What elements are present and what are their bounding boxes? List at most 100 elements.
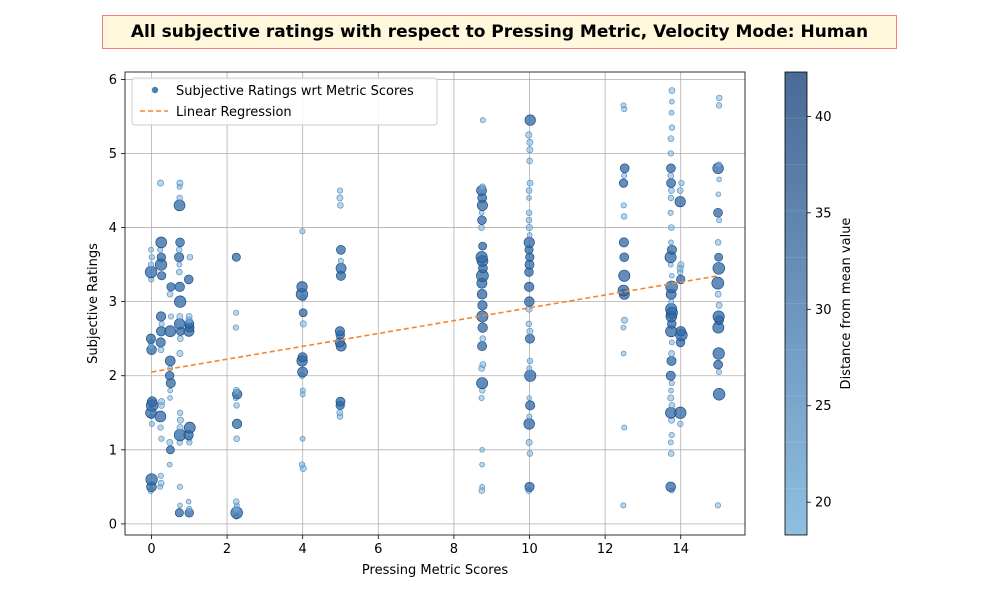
scatter-point	[524, 114, 536, 126]
scatter-point	[620, 350, 627, 357]
scatter-point	[148, 254, 155, 261]
x-tick-label: 8	[450, 542, 458, 557]
scatter-point	[166, 282, 176, 292]
scatter-point	[164, 355, 176, 367]
scatter-point	[668, 380, 675, 387]
scatter-point	[157, 424, 164, 431]
scatter-point	[477, 300, 488, 311]
scatter-point	[145, 473, 158, 486]
x-axis-label: Pressing Metric Scores	[362, 563, 508, 578]
scatter-point	[526, 179, 534, 187]
scatter-point	[173, 199, 186, 212]
scatter-point	[524, 369, 537, 382]
scatter-point	[164, 371, 175, 381]
y-tick-label: 6	[109, 73, 117, 88]
scatter-point	[668, 124, 676, 131]
scatter-point	[157, 346, 165, 354]
scatter-point	[668, 224, 675, 231]
scatter-point	[336, 194, 344, 202]
scatter-point	[526, 395, 532, 401]
scatter-point	[299, 435, 306, 442]
scatter-point	[618, 269, 631, 282]
scatter-point	[157, 472, 164, 479]
scatter-point	[164, 325, 177, 338]
x-tick-label: 0	[147, 542, 155, 557]
y-tick-label: 4	[109, 221, 117, 236]
colorbar-gradient	[784, 71, 808, 536]
scatter-point	[666, 355, 677, 366]
scatter-point	[155, 311, 167, 322]
scatter-point	[337, 257, 344, 264]
scatter-point	[526, 365, 533, 372]
scatter-point	[176, 313, 184, 320]
scatter-point	[299, 228, 306, 235]
scatter-point	[176, 416, 184, 424]
scatter-point	[665, 481, 676, 493]
scatter-point	[674, 406, 687, 419]
y-axis-label: Subjective Ratings	[86, 243, 101, 364]
scatter-point	[336, 409, 344, 417]
scatter-point	[166, 461, 173, 468]
scatter-point	[667, 194, 675, 202]
scatter-point	[157, 179, 164, 187]
scatter-point	[148, 420, 155, 427]
scatter-point	[175, 246, 183, 253]
scatter-point	[524, 296, 535, 307]
scatter-point	[156, 252, 166, 262]
y-tick-label: 2	[109, 369, 117, 384]
scatter-point	[177, 502, 183, 509]
scatter-point	[678, 179, 685, 187]
colorbar-tick-label: 20	[815, 496, 832, 511]
scatter-point	[174, 508, 184, 518]
scatter-point	[299, 387, 306, 394]
scatter-point	[669, 98, 675, 105]
scatter-point	[715, 191, 722, 197]
scatter-point	[479, 183, 486, 191]
scatter-point	[716, 176, 722, 183]
scatter-point	[154, 410, 167, 423]
scatter-point	[525, 209, 533, 216]
scatter-point	[185, 498, 192, 505]
scatter-point	[713, 359, 723, 370]
scatter-point	[479, 484, 486, 490]
scatter-point	[157, 398, 165, 406]
scatter-point	[668, 298, 675, 305]
scatter-point	[677, 420, 684, 428]
scatter-point	[523, 418, 535, 430]
x-tick-label: 12	[597, 542, 614, 557]
scatter-point	[298, 308, 308, 318]
legend: Subjective Ratings wrt Metric Scores Lin…	[131, 77, 438, 126]
regression-line	[151, 274, 719, 373]
scatter-point	[524, 281, 535, 292]
scatter-point	[715, 368, 723, 376]
scatter-point	[526, 138, 534, 146]
scatter-point	[479, 117, 486, 124]
scatter-point	[526, 357, 534, 365]
scatter-point	[713, 207, 723, 218]
scatter-point	[144, 265, 158, 279]
legend-box	[131, 77, 438, 126]
scatter-point	[477, 322, 488, 333]
scatter-point	[716, 94, 723, 102]
scatter-point	[476, 288, 488, 300]
x-tick-label: 10	[521, 542, 538, 557]
scatter-point	[526, 195, 532, 201]
scatter-point	[479, 447, 485, 453]
x-tick-label: 6	[374, 542, 382, 557]
scatter-point	[667, 135, 675, 143]
scatter-point	[666, 178, 676, 188]
scatter-point	[525, 187, 533, 194]
scatter-point	[299, 320, 307, 328]
scatter-point	[158, 320, 165, 327]
scatter-point	[231, 418, 243, 430]
scatter-point	[176, 179, 184, 187]
scatter-point	[174, 295, 187, 308]
scatter-point	[155, 236, 167, 249]
scatter-point	[714, 502, 721, 509]
scatter-point	[668, 387, 674, 394]
scatter-point	[186, 253, 194, 261]
scatter-point	[166, 445, 175, 455]
scatter-point	[147, 261, 155, 268]
